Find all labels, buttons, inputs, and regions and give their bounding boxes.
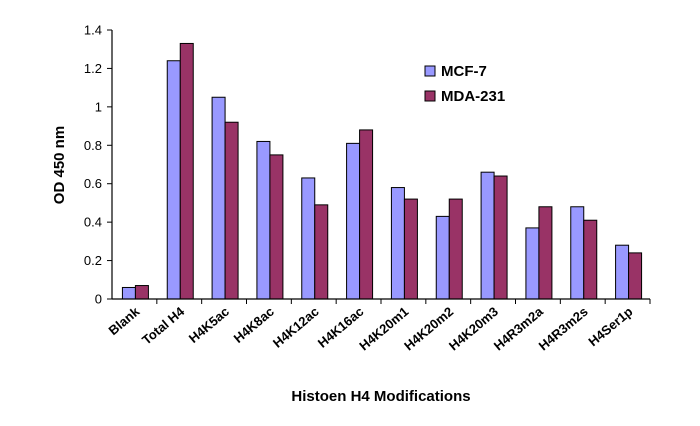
- legend-label-mcf7: MCF-7: [441, 63, 487, 80]
- y-tick-label: 1.4: [84, 23, 102, 38]
- y-axis-label: OD 450 nm: [51, 126, 68, 204]
- bar-mcf7-h4k20m3: [480, 171, 495, 300]
- legend-swatch-mcf7: [424, 65, 436, 77]
- bar-mcf7-totalh4: [166, 60, 181, 300]
- bar-mda231-h4r3m2a: [538, 206, 553, 300]
- x-category-label: Blank: [106, 303, 143, 338]
- bar-mda231-h4k12ac: [314, 204, 329, 300]
- y-tick-label: 0.4: [84, 215, 102, 230]
- y-tick-label: 0.6: [84, 176, 102, 191]
- bar-mcf7-h4k12ac: [301, 177, 316, 300]
- bar-mda231-h4k20m3: [493, 175, 508, 300]
- y-tick-label: 0.2: [84, 253, 102, 268]
- y-tick-label: 0: [95, 292, 102, 307]
- bar-mcf7-h4k8ac: [256, 140, 271, 300]
- bar-mda231-h4k20m2: [448, 198, 463, 300]
- bar-mda231-h4r3m2s: [583, 219, 598, 300]
- bar-mcf7-h4k20m1: [390, 187, 405, 300]
- bar-mda231-blank: [134, 285, 149, 300]
- bar-mda231-totalh4: [179, 42, 194, 300]
- bar-mda231-h4k20m1: [403, 198, 418, 300]
- bar-mcf7-blank: [121, 286, 136, 300]
- bar-mcf7-h4r3m2s: [570, 206, 585, 300]
- x-category-label: H4K12ac: [270, 304, 322, 351]
- x-category-label: H4K20m2: [401, 304, 456, 354]
- x-category-label: H4R3m2s: [536, 304, 591, 354]
- bar-mda231-h4k16ac: [359, 129, 374, 300]
- legend-label-mda231: MDA-231: [441, 88, 505, 105]
- x-axis-label: Histoen H4 Modifications: [291, 388, 470, 405]
- bar-mda231-h4k8ac: [269, 154, 284, 300]
- bar-mda231-h4ser1p: [628, 252, 643, 300]
- bar-mcf7-h4r3m2a: [525, 227, 540, 300]
- y-tick-label: 1: [95, 99, 102, 114]
- bar-mcf7-h4k20m2: [435, 215, 450, 300]
- bar-mcf7-h4k16ac: [346, 142, 361, 300]
- x-category-label: H4Ser1p: [585, 304, 635, 349]
- bar-mda231-h4k5ac: [224, 121, 239, 300]
- y-tick-label: 1.2: [84, 61, 102, 76]
- legend-swatch-mda231: [424, 90, 436, 102]
- bar-mcf7-h4k5ac: [211, 96, 226, 300]
- x-category-label: H4K5ac: [186, 304, 232, 346]
- legend: MCF-7 MDA-231: [424, 63, 505, 105]
- x-category-label: Total H4: [139, 303, 188, 347]
- bar-mcf7-h4ser1p: [615, 244, 630, 300]
- y-tick-label: 0.8: [84, 138, 102, 153]
- x-category-label: H4K20m1: [356, 304, 411, 354]
- x-category-label: H4K20m3: [446, 304, 501, 354]
